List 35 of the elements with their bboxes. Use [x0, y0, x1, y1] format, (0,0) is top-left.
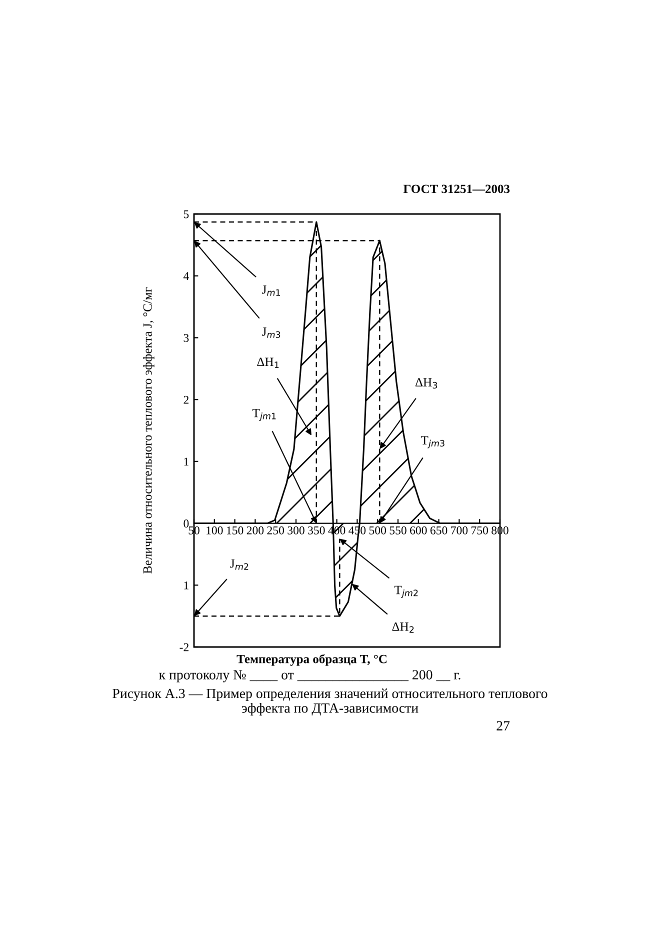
y-tick-label: 1 [184, 581, 188, 590]
annotation: T$_{jm3}$ [421, 436, 444, 448]
y-axis-title: Величина относительного теплового эффекта J, °C/мг [142, 287, 154, 574]
text: Рисунок А.3 — Пример определения значений относительного теплового эффекта по ДТА-зависимости [112, 688, 548, 716]
text: ГОСТ 31251—2003 [403, 184, 510, 194]
x-tick-label: 200 [246, 526, 264, 534]
annotation: J$_{m3}$ [262, 328, 280, 338]
x-tick-label: 300 [288, 526, 304, 534]
text: к протоколу № ____ от ________________ 200 __ г. [159, 670, 460, 682]
x-tick-label: 750 [472, 526, 488, 534]
y-tick-label: -2 [180, 643, 188, 652]
x-tick-label: 600 [410, 526, 427, 534]
x-tick-label: 250 [267, 526, 284, 534]
text: 27 [496, 721, 510, 730]
y-tick-label: 2 [184, 396, 188, 404]
annotation: T$_{jm1}$ [252, 408, 276, 422]
annotation: ΔH$_{2}$ [392, 622, 414, 633]
x-tick-label: 350 [308, 526, 325, 534]
x-tick-label: 650 [430, 526, 448, 534]
x-tick-label: 550 [390, 526, 406, 534]
annotation: J$_{m1}$ [262, 285, 280, 296]
x-tick-label: 100 [206, 526, 223, 534]
x-tick-label: 500 [369, 526, 386, 534]
x-tick-label: 150 [226, 526, 244, 534]
annotation: ΔH$_{3}$ [415, 378, 438, 389]
y-tick-label: 3 [184, 334, 189, 342]
x-tick-label: 700 [451, 526, 468, 534]
y-tick-label: 1 [184, 458, 188, 466]
annotation: J$_{m2}$ [230, 559, 248, 570]
x-axis-title: Температура образца T, °C [236, 654, 386, 666]
annotation: T$_{jm2}$ [394, 586, 418, 598]
y-tick-label: 5 [184, 210, 189, 218]
y-tick-label: 4 [183, 272, 189, 280]
y-tick-label: 0 [184, 520, 189, 528]
annotation: ΔH$_{1}$ [257, 358, 279, 368]
